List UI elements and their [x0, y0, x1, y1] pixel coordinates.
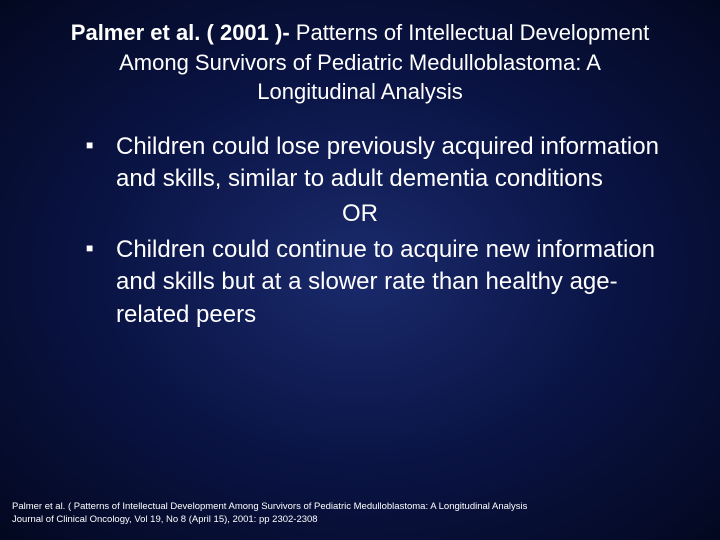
citation-line-2: Journal of Clinical Oncology, Vol 19, No…: [12, 514, 708, 526]
bullet-item-2: Children could continue to acquire new i…: [86, 234, 680, 331]
bullet-list: Children could continue to acquire new i…: [40, 234, 680, 331]
title-bold-part: Palmer et al. ( 2001 )-: [71, 20, 296, 45]
bullet-list: Children could lose previously acquired …: [40, 131, 680, 196]
slide-title: Palmer et al. ( 2001 )- Patterns of Inte…: [40, 18, 680, 107]
bullet-item-1: Children could lose previously acquired …: [86, 131, 680, 196]
citation-line-1: Palmer et al. ( Patterns of Intellectual…: [12, 501, 708, 513]
slide-container: Palmer et al. ( 2001 )- Patterns of Inte…: [0, 0, 720, 540]
or-separator: OR: [40, 200, 680, 228]
citation-block: Palmer et al. ( Patterns of Intellectual…: [12, 501, 708, 526]
